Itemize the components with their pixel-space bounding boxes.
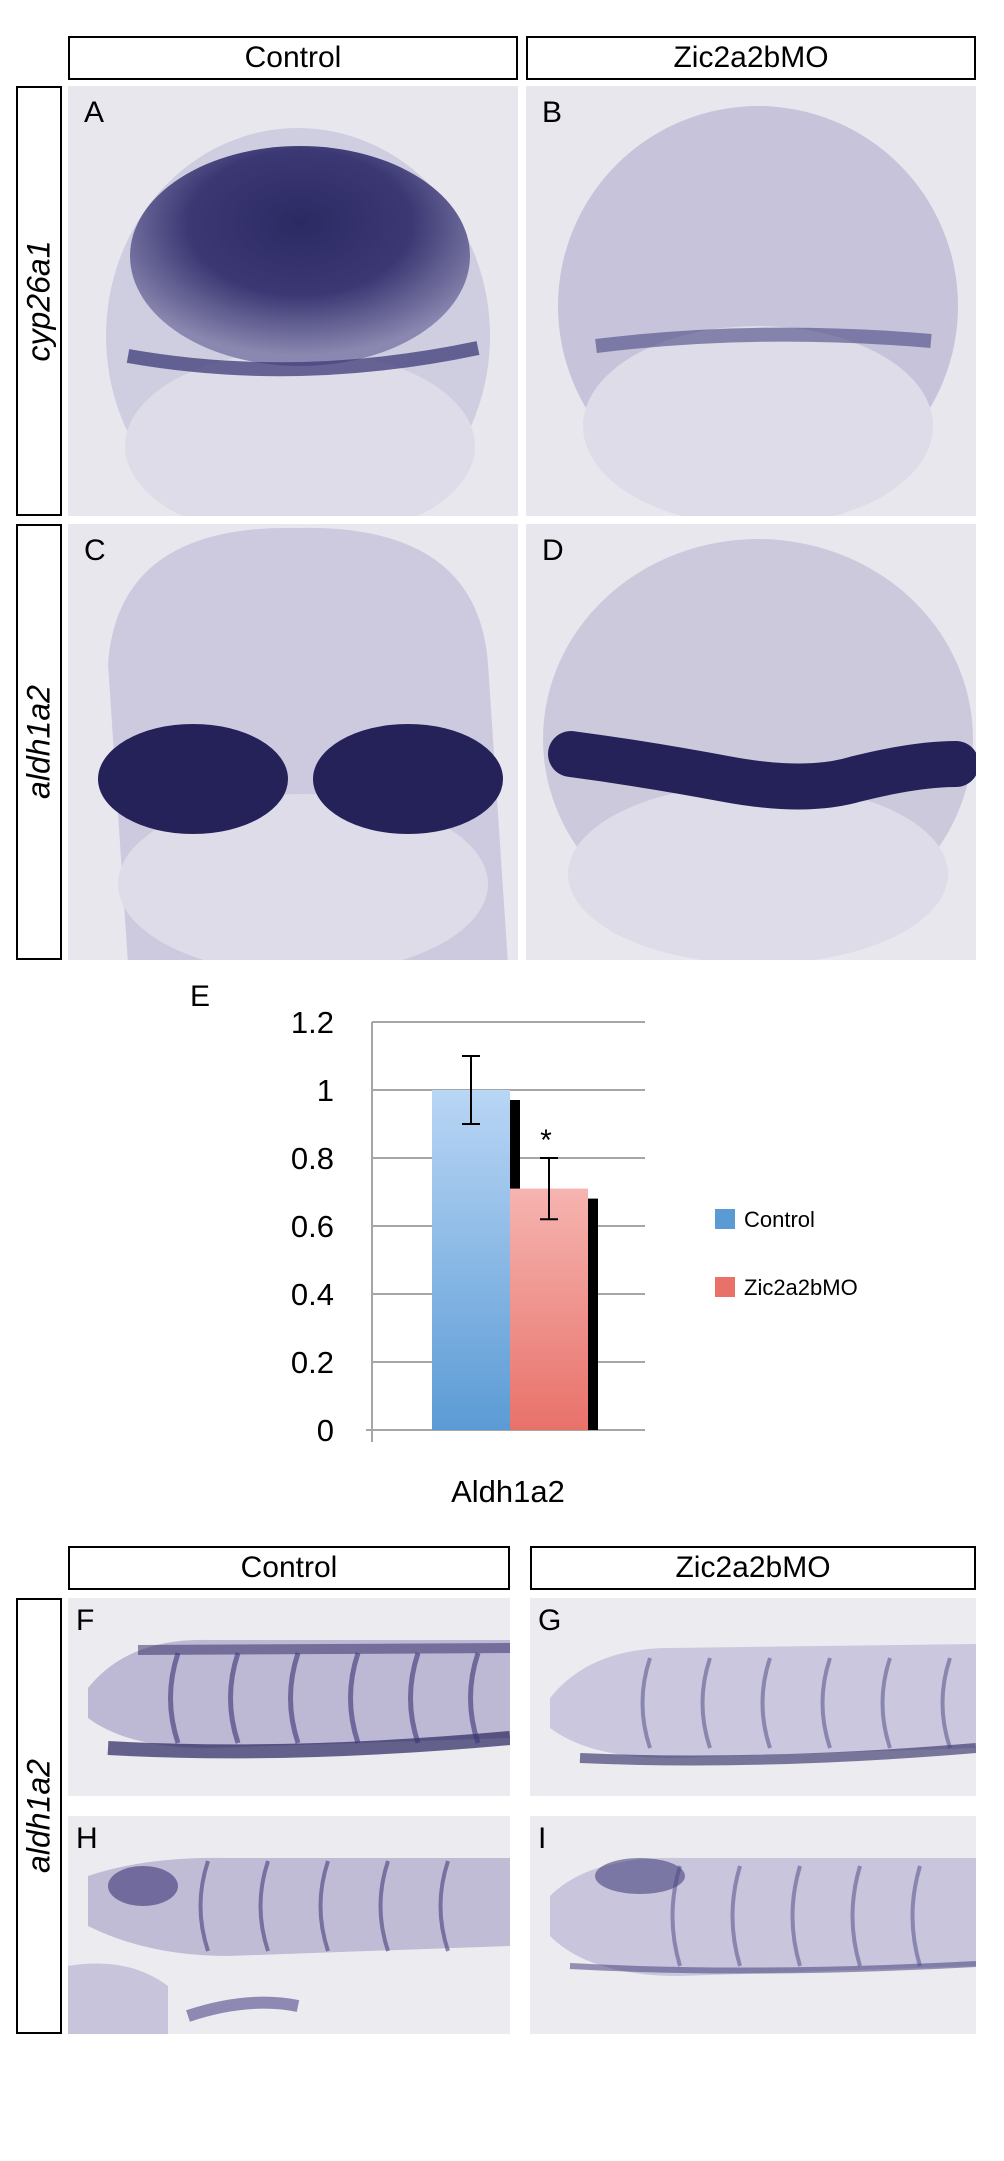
panel-a-embryo-image: A [68,86,518,516]
panel-g-illustration [530,1598,976,1796]
legend-swatch-1 [715,1209,735,1229]
legend-label-1: Control [744,1207,815,1232]
row-label-aldh1a2-text: aldh1a2 [20,685,57,799]
bottom-column-header-zic2a2bmo-label: Zic2a2bMO [675,1551,831,1584]
y-tick-label: 1 [317,1073,334,1108]
bottom-column-header-control: Control [68,1546,510,1590]
panel-i-illustration [530,1816,976,2034]
panel-f-somite-image: F [68,1598,510,1796]
panel-g-letter: G [538,1604,562,1637]
bottom-row-label-aldh1a2-text: aldh1a2 [20,1759,57,1873]
bar-1 [432,1090,510,1430]
panel-d-letter: D [542,534,564,567]
panel-c-letter: C [84,534,106,567]
panel-i-letter: I [538,1822,547,1855]
panel-h-letter: H [76,1822,98,1855]
panel-a-letter: A [84,96,105,129]
panel-b-illustration [526,86,976,516]
panel-d-illustration [526,524,976,960]
panel-a-illustration [68,86,518,516]
row-label-cyp26a1-text: cyp26a1 [20,240,57,362]
bottom-row-label-aldh1a2: aldh1a2 [16,1598,62,2034]
y-tick-label: 0.6 [291,1209,334,1244]
y-tick-label: 0.2 [291,1345,334,1380]
column-header-zic2a2bmo-label: Zic2a2bMO [673,41,829,74]
legend-label-2: Zic2a2bMO [744,1275,858,1300]
y-tick-label: 0.4 [291,1277,334,1312]
bar-shadow-2 [588,1198,598,1430]
bottom-column-header-control-label: Control [240,1551,338,1584]
panel-g-somite-image: G [530,1598,976,1796]
panel-h-illustration [68,1816,510,2034]
column-header-control: Control [68,36,518,80]
panel-i-somite-image: I [530,1816,976,2034]
column-header-zic2a2bmo: Zic2a2bMO [526,36,976,80]
significance-asterisk: * [540,1124,552,1157]
row-label-cyp26a1: cyp26a1 [16,86,62,516]
bar-2 [510,1188,588,1430]
panel-c-illustration [68,524,518,960]
y-tick-label: 0.8 [291,1141,334,1176]
y-tick-label: 0 [317,1413,334,1448]
bar-chart: 0 0.2 0.4 0.6 0.8 1 1.2 * Aldh1a2 Control Zic2a2bM… [291,1005,858,1509]
panel-f-letter: F [76,1604,95,1637]
row-label-aldh1a2: aldh1a2 [16,524,62,960]
x-axis-label: Aldh1a2 [451,1474,565,1509]
bottom-column-header-zic2a2bmo: Zic2a2bMO [530,1546,976,1590]
legend-swatch-2 [715,1277,735,1297]
panel-e-letter: E [190,980,211,1013]
panel-b-letter: B [542,96,563,129]
column-header-control-label: Control [244,41,342,74]
panel-b-embryo-image: B [526,86,976,516]
panel-d-embryo-image: D [526,524,976,960]
y-tick-label: 1.2 [291,1005,334,1040]
panel-h-somite-image: H [68,1816,510,2034]
panel-f-illustration [68,1598,510,1796]
panel-c-embryo-image: C [68,524,518,960]
